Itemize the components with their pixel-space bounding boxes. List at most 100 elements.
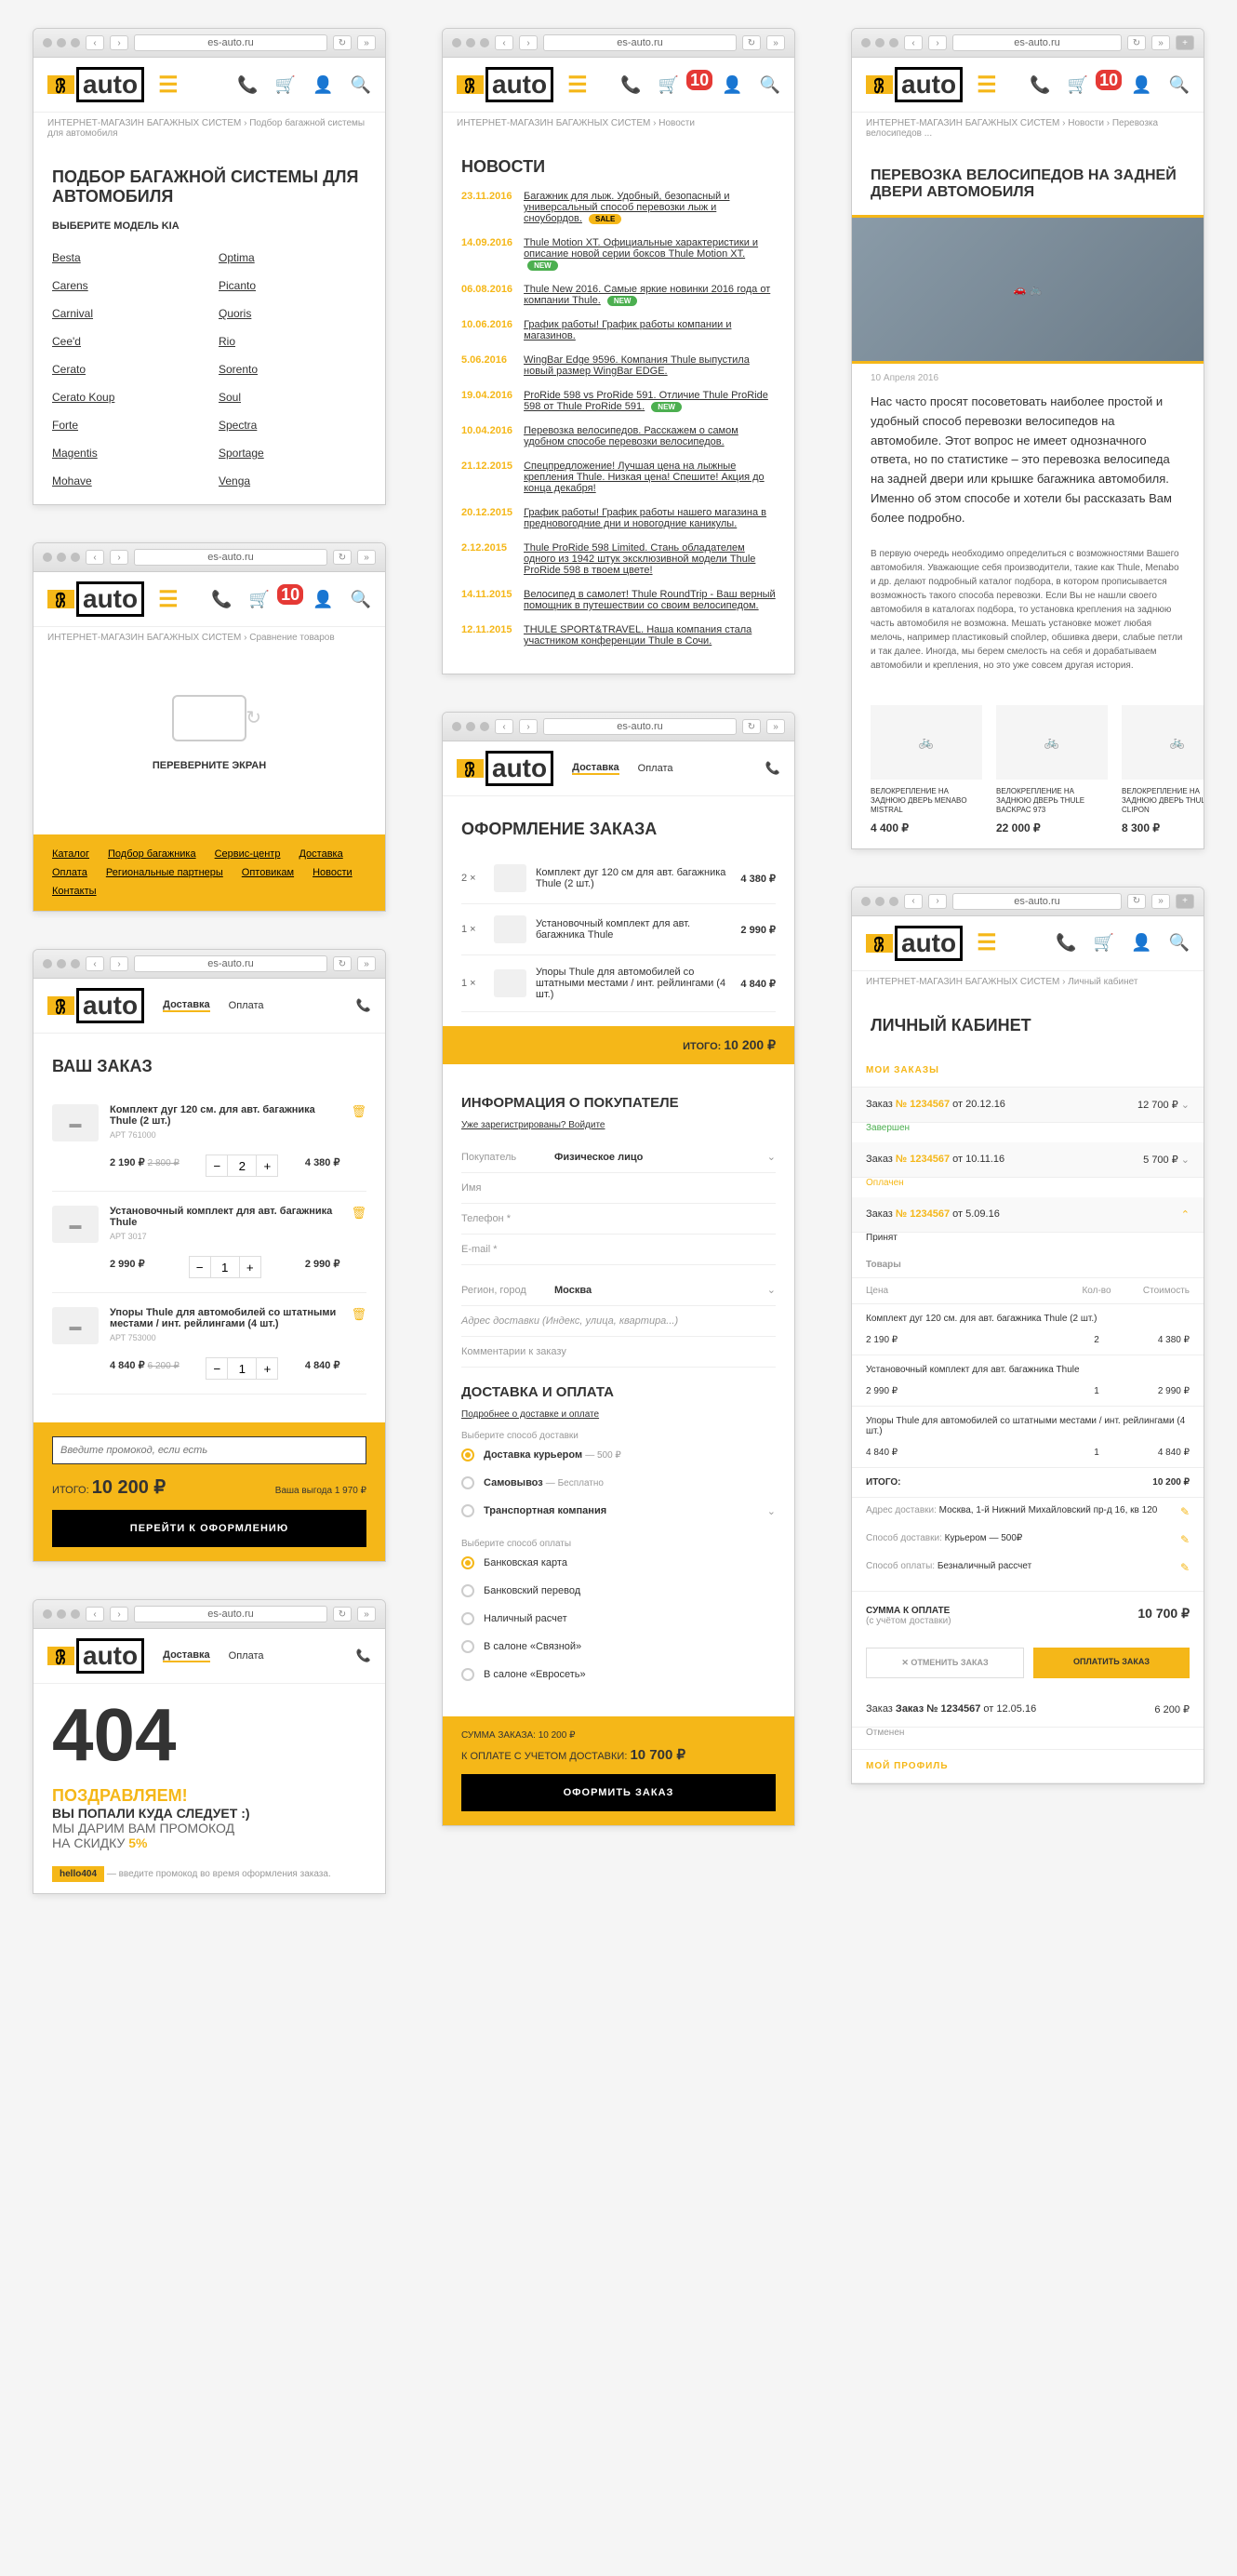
more-btn[interactable]: » — [357, 35, 376, 50]
news-link[interactable]: Thule Motion XT. Официальные характерист… — [524, 237, 758, 260]
model-link[interactable]: Cee'd — [52, 332, 200, 351]
order-header[interactable]: Заказ № 1234567 от 10.11.165 700 ₽ ⌄ — [852, 1142, 1204, 1178]
news-link[interactable]: ProRide 598 vs ProRide 591. Отличие Thul… — [524, 390, 768, 412]
qty-minus[interactable]: − — [206, 1357, 228, 1380]
name-input[interactable]: Имя — [461, 1173, 776, 1204]
model-link[interactable]: Soul — [219, 388, 366, 407]
footer-link[interactable]: Сервис-центр — [215, 848, 281, 860]
remove-icon[interactable]: 🗑 — [351, 1104, 366, 1177]
product-card[interactable]: 🚲ВЕЛОКРЕПЛЕНИЕ НА ЗАДНЮЮ ДВЕРЬ THULE BAC… — [996, 705, 1108, 834]
product-carousel[interactable]: 🚲ВЕЛОКРЕПЛЕНИЕ НА ЗАДНЮЮ ДВЕРЬ MENABO MI… — [852, 691, 1204, 848]
footer-link[interactable]: Подбор багажника — [108, 848, 196, 860]
checkout-button[interactable]: ПЕРЕЙТИ К ОФОРМЛЕНИЮ — [52, 1510, 366, 1547]
fwd-btn[interactable]: › — [110, 35, 128, 50]
delivery-info-link[interactable]: Подробнее о доставке и оплате — [461, 1409, 776, 1420]
news-link[interactable]: Багажник для лыж. Удобный, безопасный и … — [524, 191, 730, 224]
email-input[interactable]: E-mail * — [461, 1235, 776, 1265]
phone-input[interactable]: Телефон * — [461, 1204, 776, 1235]
cancel-order-button[interactable]: ✕ ОТМЕНИТЬ ЗАКАЗ — [866, 1648, 1024, 1678]
model-link[interactable]: Spectra — [219, 416, 366, 434]
delivery-option[interactable]: Доставка курьером — 500 ₽ — [461, 1441, 776, 1469]
url-bar[interactable]: es-auto.ru — [134, 34, 327, 51]
footer-link[interactable]: Оплата — [52, 867, 87, 878]
model-link[interactable]: Besta — [52, 248, 200, 267]
qty-input[interactable] — [228, 1155, 256, 1177]
footer-link[interactable]: Оптовикам — [242, 867, 294, 878]
model-link[interactable]: Sportage — [219, 444, 366, 462]
logo[interactable]: esauto — [47, 581, 144, 617]
edit-icon[interactable]: ✎ — [1180, 1505, 1190, 1518]
news-link[interactable]: WingBar Edge 9596. Компания Thule выпуст… — [524, 354, 750, 377]
order-header[interactable]: Заказ № 1234567 от 5.09.16 ⌃ — [852, 1197, 1204, 1233]
product-card[interactable]: 🚲ВЕЛОКРЕПЛЕНИЕ НА ЗАДНЮЮ ДВЕРЬ MENABO MI… — [871, 705, 982, 834]
order-link[interactable]: Заказ Заказ № 1234567 от 12.05.16 — [866, 1703, 1036, 1715]
region-select[interactable]: Регион, городМосква⌄ — [461, 1275, 776, 1306]
payment-option[interactable]: Наличный расчет — [461, 1605, 776, 1633]
news-link[interactable]: Thule New 2016. Самые яркие новинки 2016… — [524, 284, 770, 306]
promo-input[interactable] — [52, 1436, 366, 1464]
login-link[interactable]: Уже зарегистрированы? Войдите — [461, 1120, 776, 1130]
qty-minus[interactable]: − — [206, 1155, 228, 1177]
edit-icon[interactable]: ✎ — [1180, 1561, 1190, 1574]
news-link[interactable]: График работы! График работы нашего мага… — [524, 507, 766, 529]
phone-icon[interactable]: 📞 — [211, 590, 232, 609]
qty-input[interactable] — [228, 1357, 256, 1380]
user-icon[interactable]: 👤 — [313, 590, 333, 609]
search-icon[interactable]: 🔍 — [351, 75, 371, 95]
footer-link[interactable]: Каталог — [52, 848, 89, 860]
footer-link[interactable]: Новости — [313, 867, 352, 878]
news-link[interactable]: Перевозка велосипедов. Расскажем о самом… — [524, 425, 738, 447]
payment-option[interactable]: В салоне «Евросеть» — [461, 1661, 776, 1688]
nav-delivery[interactable]: Доставка — [163, 999, 210, 1012]
menu-icon[interactable]: ☰ — [158, 72, 179, 99]
section-my-profile[interactable]: МОЙ ПРОФИЛЬ — [852, 1749, 1204, 1783]
model-link[interactable]: Optima — [219, 248, 366, 267]
nav-payment[interactable]: Оплата — [229, 1000, 264, 1011]
cart-icon[interactable]: 🛒 — [275, 75, 296, 95]
remove-icon[interactable]: 🗑 — [351, 1307, 366, 1380]
news-link[interactable]: Велосипед в самолет! Thule RoundTrip - В… — [524, 589, 776, 611]
qty-plus[interactable]: + — [256, 1155, 278, 1177]
remove-icon[interactable]: 🗑 — [351, 1206, 366, 1278]
model-link[interactable]: Venga — [219, 472, 366, 490]
model-link[interactable]: Cerato — [52, 360, 200, 379]
qty-minus[interactable]: − — [189, 1256, 211, 1278]
model-link[interactable]: Magentis — [52, 444, 200, 462]
phone-icon[interactable]: 📞 — [237, 75, 258, 95]
search-icon[interactable]: 🔍 — [351, 590, 371, 609]
edit-icon[interactable]: ✎ — [1180, 1533, 1190, 1546]
delivery-option[interactable]: Самовывоз — Бесплатно — [461, 1469, 776, 1497]
pay-order-button[interactable]: ОПЛАТИТЬ ЗАКАЗ — [1033, 1648, 1190, 1678]
phone-icon[interactable]: 📞 — [356, 998, 371, 1013]
qty-plus[interactable]: + — [239, 1256, 261, 1278]
qty-input[interactable] — [211, 1256, 239, 1278]
menu-icon[interactable]: ☰ — [158, 586, 179, 613]
logo[interactable]: es auto — [47, 67, 144, 102]
section-my-orders[interactable]: МОИ ЗАКАЗЫ — [852, 1054, 1204, 1088]
payment-option[interactable]: Банковская карта — [461, 1549, 776, 1577]
model-link[interactable]: Picanto — [219, 276, 366, 295]
model-link[interactable]: Cerato Koup — [52, 388, 200, 407]
qty-plus[interactable]: + — [256, 1357, 278, 1380]
model-link[interactable]: Sorento — [219, 360, 366, 379]
buyer-type-select[interactable]: ПокупательФизическое лицо⌄ — [461, 1141, 776, 1173]
footer-link[interactable]: Доставка — [299, 848, 342, 860]
footer-link[interactable]: Региональные партнеры — [106, 867, 223, 878]
address-input[interactable]: Адрес доставки (Индекс, улица, квартира.… — [461, 1306, 776, 1337]
comment-input[interactable]: Комментарии к заказу — [461, 1337, 776, 1368]
payment-option[interactable]: Банковский перевод — [461, 1577, 776, 1605]
reload-btn[interactable]: ↻ — [333, 35, 352, 50]
logo[interactable]: esauto — [47, 988, 144, 1023]
model-link[interactable]: Carnival — [52, 304, 200, 323]
model-link[interactable]: Rio — [219, 332, 366, 351]
payment-option[interactable]: В салоне «Связной» — [461, 1633, 776, 1661]
news-link[interactable]: Спецпредложение! Лучшая цена на лыжные к… — [524, 460, 765, 494]
cart-icon[interactable]: 🛒10 — [249, 590, 296, 609]
news-link[interactable]: Thule ProRide 598 Limited. Стань обладат… — [524, 542, 755, 576]
model-link[interactable]: Quoris — [219, 304, 366, 323]
order-header[interactable]: Заказ № 1234567 от 20.12.1612 700 ₽ ⌄ — [852, 1088, 1204, 1123]
model-link[interactable]: Mohave — [52, 472, 200, 490]
news-link[interactable]: THULE SPORT&TRAVEL. Наша компания стала … — [524, 624, 752, 647]
submit-order-button[interactable]: ОФОРМИТЬ ЗАКАЗ — [461, 1774, 776, 1811]
product-card[interactable]: 🚲ВЕЛОКРЕПЛЕНИЕ НА ЗАДНЮЮ ДВЕРЬ THULE CLI… — [1122, 705, 1204, 834]
